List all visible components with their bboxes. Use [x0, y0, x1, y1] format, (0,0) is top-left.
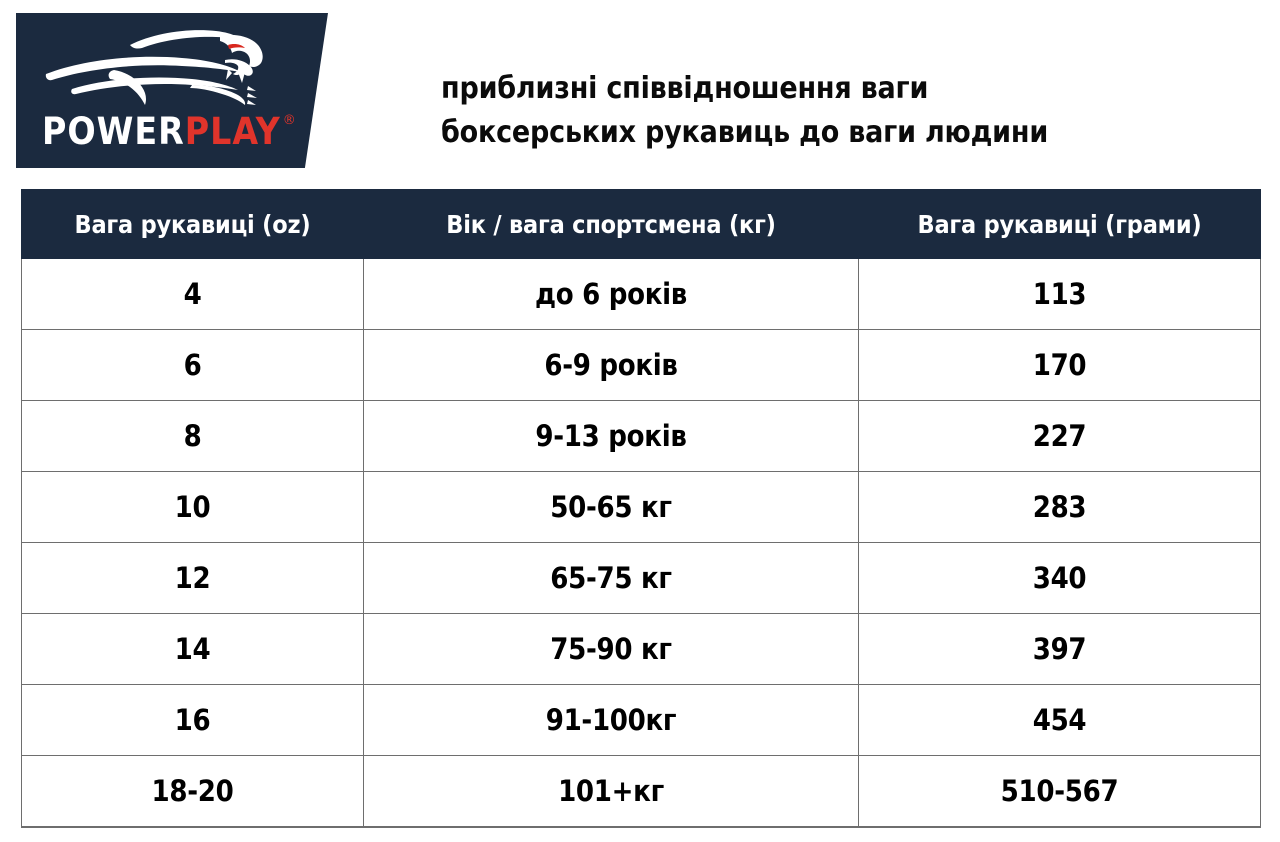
cell-glove-oz: 16	[21, 684, 364, 756]
table-row: 10 50-65 кг 283	[21, 471, 1261, 543]
cell-glove-oz: 14	[21, 613, 364, 685]
registered-trademark-icon: ®	[282, 113, 297, 128]
cell-glove-grams: 227	[858, 400, 1261, 472]
cell-glove-grams: 283	[858, 471, 1261, 543]
cell-athlete: до 6 років	[363, 258, 859, 330]
table-row: 4 до 6 років 113	[21, 258, 1261, 330]
cell-glove-oz: 18-20	[21, 755, 364, 828]
cell-glove-oz: 10	[21, 471, 364, 543]
powerplay-wordmark: POWER PLAY ®	[42, 111, 304, 157]
cell-athlete: 75-90 кг	[363, 613, 859, 685]
cell-glove-oz: 12	[21, 542, 364, 614]
cell-athlete: 6-9 років	[363, 329, 859, 401]
cell-glove-grams: 454	[858, 684, 1261, 756]
table-row: 16 91-100кг 454	[21, 684, 1261, 756]
table-row: 12 65-75 кг 340	[21, 542, 1261, 614]
cell-glove-grams: 340	[858, 542, 1261, 614]
cell-athlete: 91-100кг	[363, 684, 859, 756]
cell-glove-grams: 113	[858, 258, 1261, 330]
cell-glove-grams: 397	[858, 613, 1261, 685]
column-header-glove-weight-grams: Вага рукавиці (грами)	[858, 189, 1261, 259]
table-row: 8 9-13 років 227	[21, 400, 1261, 472]
cell-athlete: 9-13 років	[363, 400, 859, 472]
cell-glove-grams: 510-567	[858, 755, 1261, 828]
cell-glove-oz: 6	[21, 329, 364, 401]
page-title-line-2: боксерських рукавиць до ваги людини	[441, 115, 1049, 151]
wordmark-power: POWER	[42, 110, 185, 153]
page-title: приблизні співвідношення ваги боксерськи…	[441, 67, 1241, 155]
panther-silhouette-icon	[45, 30, 263, 105]
header-area: POWER PLAY ® приблизні співвідношення ваги…	[0, 0, 1280, 186]
cell-athlete: 50-65 кг	[363, 471, 859, 543]
cell-glove-oz: 8	[21, 400, 364, 472]
wordmark-play: PLAY	[184, 110, 281, 153]
table-row: 6 6-9 років 170	[21, 329, 1261, 401]
glove-weight-table: Вага рукавиці (oz) Вік / вага спортсмена…	[21, 189, 1261, 828]
cell-glove-grams: 170	[858, 329, 1261, 401]
column-header-athlete-age-weight: Вік / вага спортсмена (кг)	[363, 189, 859, 259]
table-header-row: Вага рукавиці (oz) Вік / вага спортсмена…	[21, 189, 1261, 259]
cell-athlete: 101+кг	[363, 755, 859, 828]
table-row: 14 75-90 кг 397	[21, 613, 1261, 685]
cell-glove-oz: 4	[21, 258, 364, 330]
cell-athlete: 65-75 кг	[363, 542, 859, 614]
powerplay-logo: POWER PLAY ®	[16, 13, 328, 168]
page-title-line-1: приблизні співвідношення ваги	[441, 71, 929, 107]
table-row: 18-20 101+кг 510-567	[21, 755, 1261, 828]
column-header-glove-weight-oz: Вага рукавиці (oz)	[21, 189, 364, 259]
